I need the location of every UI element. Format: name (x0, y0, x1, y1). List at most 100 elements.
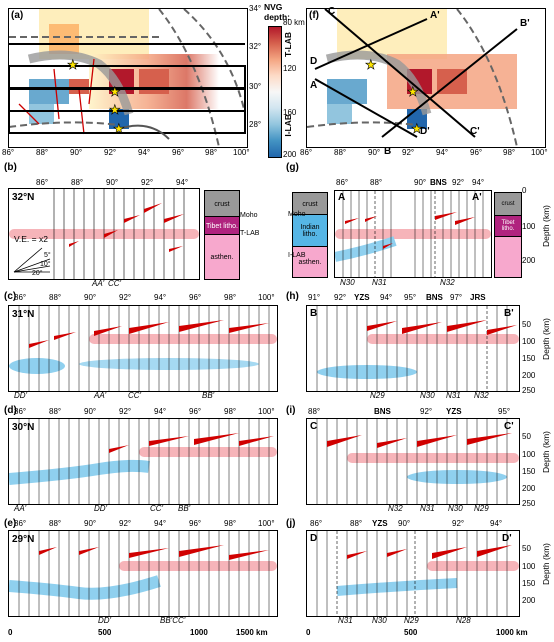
depth-tick: 200 (522, 256, 536, 265)
profile-tick: 92° (334, 293, 347, 302)
colorbar (268, 26, 282, 158)
profile-mark: N32 (388, 504, 403, 513)
profile-e (8, 530, 278, 617)
profile-mark: N32 (440, 278, 455, 287)
depth-axis-label: Depth (km) (541, 431, 551, 474)
lon-tick: 90° (70, 148, 83, 157)
lon-tick: 96° (172, 148, 185, 157)
profile-tick: 94° (380, 293, 393, 302)
depth-tick: 250 (522, 499, 536, 508)
profile-tick: 92° (119, 407, 132, 416)
profile-letter-b-prime: B' (520, 18, 530, 29)
lon-tick: 98° (205, 148, 218, 157)
profile-g-end: A' (472, 192, 482, 203)
lon-tick: 88° (334, 148, 347, 157)
profile-b (8, 188, 200, 280)
lat-tick: 30° (249, 82, 262, 91)
profile-j-start: D (310, 533, 318, 544)
svg-text:★: ★ (109, 85, 121, 100)
lon-tick: 86° (300, 148, 313, 157)
depth-tick: 100 (522, 337, 536, 346)
profile-tick: 90° (84, 293, 97, 302)
profile-tick: 88° (71, 178, 84, 187)
profile-tick: 90° (398, 519, 411, 528)
profile-i-canvas (316, 419, 519, 504)
lat-label-c: 31°N (12, 309, 35, 320)
lat-tick: 28° (249, 120, 262, 129)
profile-tick: 94° (154, 407, 167, 416)
profile-mark: BB' (178, 504, 191, 513)
depth-tick: 200 (522, 596, 536, 605)
panel-label-f: (f) (309, 10, 319, 21)
depth-tick: 150 (522, 354, 536, 363)
distance-tick: 1500 km (236, 628, 268, 637)
profile-tick: 94° (154, 519, 167, 528)
profile-h (306, 305, 520, 392)
profile-e-canvas (9, 531, 277, 616)
profile-tick: 92° (141, 178, 154, 187)
ve-label: V.E. = x2 (14, 234, 48, 244)
lat-tick: 32° (249, 42, 262, 51)
map-f: ★ ★ ★ (306, 8, 546, 148)
profile-tick: BNS (426, 293, 443, 302)
profile-c-canvas (9, 306, 277, 391)
legend-g-indian-litho: Indian litho. (292, 214, 328, 248)
profile-tick: 100° (258, 293, 275, 302)
svg-text:★: ★ (113, 122, 125, 137)
profile-mark: N30 (448, 504, 463, 513)
profile-tick: 86° (14, 519, 27, 528)
lat-tick: 34° (249, 4, 262, 13)
profile-mark: N30 (372, 616, 387, 625)
profile-tick: 88° (49, 293, 62, 302)
profile-tick: JRS (470, 293, 486, 302)
lat-label-d: 30°N (12, 422, 35, 433)
legend-crust: crust (204, 190, 240, 218)
profile-tick: YZS (354, 293, 370, 302)
legend-asthen: asthen. (204, 234, 240, 280)
profile-j-canvas (316, 531, 519, 616)
profile-tick: YZS (372, 519, 388, 528)
profile-tick: 91° (308, 293, 321, 302)
profile-mark: AA' (14, 504, 27, 513)
depth-tick: 0 (522, 186, 527, 195)
profile-mark: N31 (420, 504, 435, 513)
profile-tick: 92° (452, 178, 465, 187)
profile-tick: 94° (490, 519, 503, 528)
profile-c (8, 305, 278, 392)
profile-tick: 90° (84, 407, 97, 416)
depth-tick: 200 (522, 371, 536, 380)
colorbar-title-line1: NVG (264, 2, 283, 12)
legend-moho: Moho (240, 212, 258, 219)
profile-mark: N29 (370, 391, 385, 400)
profile-tick: 88° (370, 178, 383, 187)
panel-label-i: (i) (286, 405, 296, 416)
profile-b-canvas (9, 189, 199, 279)
lon-tick: 100° (531, 148, 548, 157)
colorbar-tick: 80 km (283, 18, 305, 27)
legend-g-asthen: asthen. (292, 246, 328, 278)
profile-tick: 88° (350, 519, 363, 528)
svg-text:★: ★ (365, 58, 377, 73)
profile-tick: 95° (498, 407, 511, 416)
profile-tick: 92° (119, 519, 132, 528)
map-a: ★ ★ ★ ★ (8, 8, 248, 148)
distance-tick: 500 (98, 628, 112, 637)
profile-i (306, 418, 520, 505)
profile-i-end: C' (504, 421, 514, 432)
profile-tick: 88° (49, 519, 62, 528)
distance-tick: 0 (8, 628, 13, 637)
profile-d-canvas (9, 419, 277, 504)
lon-tick: 100° (233, 148, 250, 157)
svg-text:★: ★ (411, 122, 423, 137)
legend-tibet-litho: Tibet litho. (204, 216, 240, 236)
panel-label-j: (j) (286, 518, 296, 529)
colorbar-tick: 160 (283, 108, 297, 117)
legend-g-crust-right: crust (494, 192, 522, 216)
profile-tick: YZS (446, 407, 462, 416)
profile-tick: BNS (374, 407, 391, 416)
depth-axis-label: Depth (km) (541, 543, 551, 586)
profile-tick: 86° (310, 519, 323, 528)
lon-tick: 98° (503, 148, 516, 157)
depth-tick: 100 (522, 562, 536, 571)
profile-tick: 96° (189, 293, 202, 302)
